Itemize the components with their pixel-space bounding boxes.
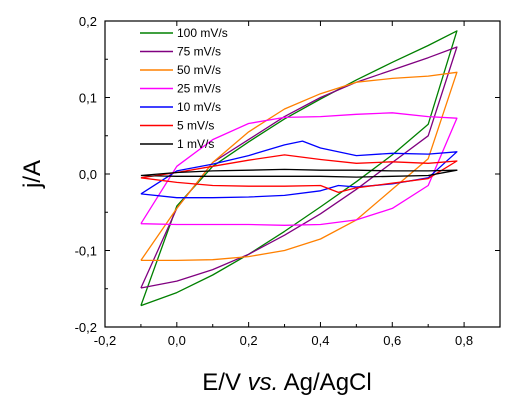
ticks: -0,2 0,0 0,2 0,4 0,6 0,8 -0,2 -0,1 0,0 0,1 0,2 bbox=[75, 14, 500, 348]
x-axis-label-reference: Ag/AgCl bbox=[278, 369, 371, 396]
series-line-50-mv-s bbox=[140, 71, 458, 262]
x-tick-label: 0,8 bbox=[455, 333, 473, 348]
legend-label: 75 mV/s bbox=[177, 45, 221, 59]
x-tick-label: 0,2 bbox=[240, 333, 258, 348]
legend-label: 1 mV/s bbox=[177, 137, 214, 151]
series-layer bbox=[140, 30, 458, 307]
legend-label: 50 mV/s bbox=[177, 63, 221, 77]
series-line-75-mv-s bbox=[140, 46, 458, 289]
series-line-1-mv-s bbox=[140, 168, 458, 178]
series-line-10-mv-s bbox=[140, 140, 458, 199]
legend-label: 100 mV/s bbox=[177, 26, 228, 40]
x-axis-label: E/V vs. Ag/AgCl bbox=[202, 369, 371, 396]
x-tick-label: 0,4 bbox=[311, 333, 329, 348]
legend-label: 5 mV/s bbox=[177, 119, 214, 133]
y-axis-label: j/A bbox=[19, 160, 46, 189]
y-tick-label: -0,1 bbox=[75, 244, 97, 259]
y-tick-label: 0,1 bbox=[79, 91, 97, 106]
series-line-25-mv-s bbox=[140, 112, 458, 226]
x-tick-label: -0,2 bbox=[94, 333, 116, 348]
y-tick-label: 0,0 bbox=[79, 167, 97, 182]
x-axis-label-quantity: E/V bbox=[202, 369, 247, 396]
x-tick-label: 0,0 bbox=[168, 333, 186, 348]
y-tick-label: -0,2 bbox=[75, 320, 97, 335]
legend-label: 10 mV/s bbox=[177, 100, 221, 114]
x-tick-label: 0,6 bbox=[383, 333, 401, 348]
y-tick-label: 0,2 bbox=[79, 14, 97, 29]
legend-label: 25 mV/s bbox=[177, 82, 221, 96]
x-axis-label-vs: vs. bbox=[248, 369, 279, 396]
legend: 100 mV/s 75 mV/s 50 mV/s 25 mV/s 10 mV/s 5 mV… bbox=[140, 26, 228, 151]
series-line-5-mv-s bbox=[140, 154, 458, 194]
